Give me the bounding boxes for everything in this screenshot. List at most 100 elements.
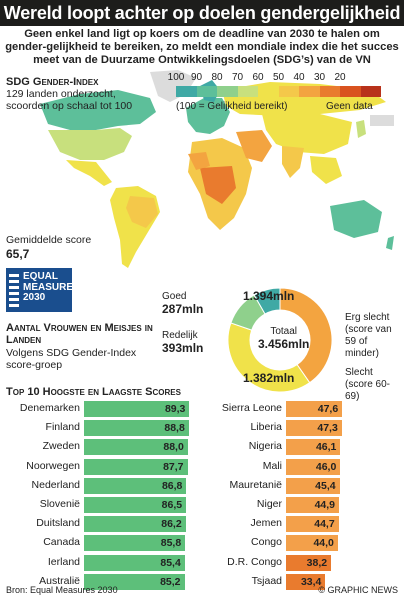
nodata-swatch — [370, 115, 394, 126]
logo-line1: EQUAL — [23, 271, 58, 282]
score-bar — [84, 439, 188, 456]
ann-erg-slecht-amount: 1.394mln — [243, 289, 295, 303]
score-bar — [286, 458, 341, 475]
nodata-label: Geen data — [326, 101, 373, 112]
source-note: Bron: Equal Measures 2030 — [6, 585, 118, 595]
map-australia — [330, 200, 382, 238]
donut-heading: Aantal Vrouwen en Meisjes in Landen — [6, 322, 153, 346]
top10-row: Mali 46,0 — [202, 458, 404, 477]
map-usa — [48, 128, 132, 160]
top10-row: Niger 44,9 — [202, 496, 404, 515]
logo-bars-icon — [9, 274, 19, 307]
top10-row: Tsjaad 33,4 — [202, 573, 404, 592]
ann-erg-slecht-note: (score van 59 of minder) — [345, 324, 392, 359]
top10-row: Nederland 86,8 — [0, 477, 200, 496]
ann-redelijk-label: Redelijk — [162, 330, 198, 341]
top10-row: Noorwegen 87,7 — [0, 458, 200, 477]
score-bar — [286, 439, 341, 456]
score-value: 38,2 — [306, 556, 328, 569]
ann-slecht-label: Slecht — [345, 367, 373, 378]
legend-swatch — [196, 86, 217, 97]
score-value: 44,9 — [314, 498, 335, 511]
map-japan — [356, 120, 366, 138]
ann-goed: Goed 287mln — [162, 291, 203, 317]
score-bar — [286, 535, 338, 552]
ann-slecht-value: 1.382mln — [243, 372, 294, 386]
country-name: Noorwegen — [26, 459, 80, 472]
country-name: Australië — [39, 574, 80, 587]
legend-swatch — [217, 86, 238, 97]
donut-chart — [227, 287, 333, 393]
score-bar — [286, 401, 343, 417]
average-value: 65,7 — [6, 247, 30, 261]
score-value: 88,8 — [164, 422, 185, 435]
score-value: 86,8 — [161, 479, 183, 492]
legend-tick: 40 — [293, 72, 305, 83]
ann-slecht: Slecht (score 60-69) — [345, 367, 403, 403]
score-value: 46,0 — [315, 460, 337, 473]
legend-tick: 90 — [190, 72, 203, 83]
map-west-africa — [188, 152, 210, 170]
ann-slecht-amount: 1.382mln — [243, 371, 295, 385]
legend-tick: 80 — [211, 72, 223, 83]
score-value: 44,0 — [313, 537, 334, 550]
score-value: 44,7 — [314, 518, 335, 531]
legend-tick: 70 — [231, 72, 244, 83]
legend-note: (100 = Gelijkheid bereikt) — [176, 101, 288, 112]
logo-line2: MEASURES — [23, 281, 80, 293]
country-name: Niger — [256, 497, 282, 510]
score-bar — [84, 516, 186, 533]
score-value: 85,2 — [160, 575, 181, 588]
map-central-africa — [200, 166, 236, 204]
legend-swatch — [237, 86, 258, 97]
donut-center: Totaal 3.456mln — [258, 326, 309, 352]
donut-segment — [253, 287, 281, 315]
legend-tick: 30 — [313, 72, 326, 83]
ann-goed-label: Goed — [162, 291, 187, 302]
donut-segment — [227, 322, 311, 393]
top10-row: Mauretanië 45,4 — [202, 477, 404, 496]
ann-erg-slecht: Erg slecht (score van 59 of minder) — [345, 312, 403, 360]
ann-slecht-note: (score 60-69) — [345, 379, 391, 402]
country-name: Finland — [45, 421, 80, 434]
country-name: Ierland — [47, 555, 80, 568]
legend-color-bar — [176, 86, 381, 97]
score-bar — [84, 573, 185, 590]
country-name: Congo — [251, 536, 282, 549]
score-bar — [286, 496, 339, 513]
score-value: 45,4 — [315, 479, 336, 492]
ann-erg-slecht-value: 1.394mln — [243, 290, 294, 304]
score-bar — [84, 496, 187, 513]
map-new-zealand — [386, 236, 394, 250]
country-name: Denemarken — [19, 402, 80, 414]
country-name: Nederland — [31, 478, 80, 491]
score-bar — [84, 535, 186, 552]
average-label: Gemiddelde score — [6, 234, 92, 246]
score-value: 88,0 — [163, 441, 184, 454]
donut-segment — [279, 287, 333, 384]
donut-total-label: Totaal — [270, 326, 298, 337]
ann-goed-value: 287mln — [162, 302, 204, 316]
page-subtitle: Geen enkel land ligt op koers om de dead… — [5, 28, 399, 66]
score-bar — [286, 420, 342, 437]
score-bar — [84, 401, 190, 417]
map-middle-east — [236, 130, 272, 162]
score-bar — [286, 573, 326, 590]
country-name: Jemen — [250, 517, 282, 530]
top10-row: Sierra Leone 47,6 — [202, 400, 404, 419]
score-bar — [286, 477, 340, 494]
top10-row: Slovenië 86,5 — [0, 496, 200, 515]
legend-swatch — [360, 86, 381, 97]
legend-swatch — [258, 86, 279, 97]
score-bar — [286, 554, 332, 571]
legend-tick: 100 — [167, 72, 185, 83]
ann-erg-slecht-label: Erg slecht — [345, 312, 390, 323]
legend-swatch — [299, 86, 320, 97]
ann-redelijk-value: 393mln — [162, 341, 204, 355]
score-bar — [286, 516, 339, 533]
top10-row: Liberia 47,3 — [202, 419, 404, 438]
legend-swatch — [340, 86, 361, 97]
score-value: 33,4 — [300, 575, 322, 588]
country-name: Liberia — [250, 421, 282, 434]
country-name: Zweden — [42, 440, 80, 453]
